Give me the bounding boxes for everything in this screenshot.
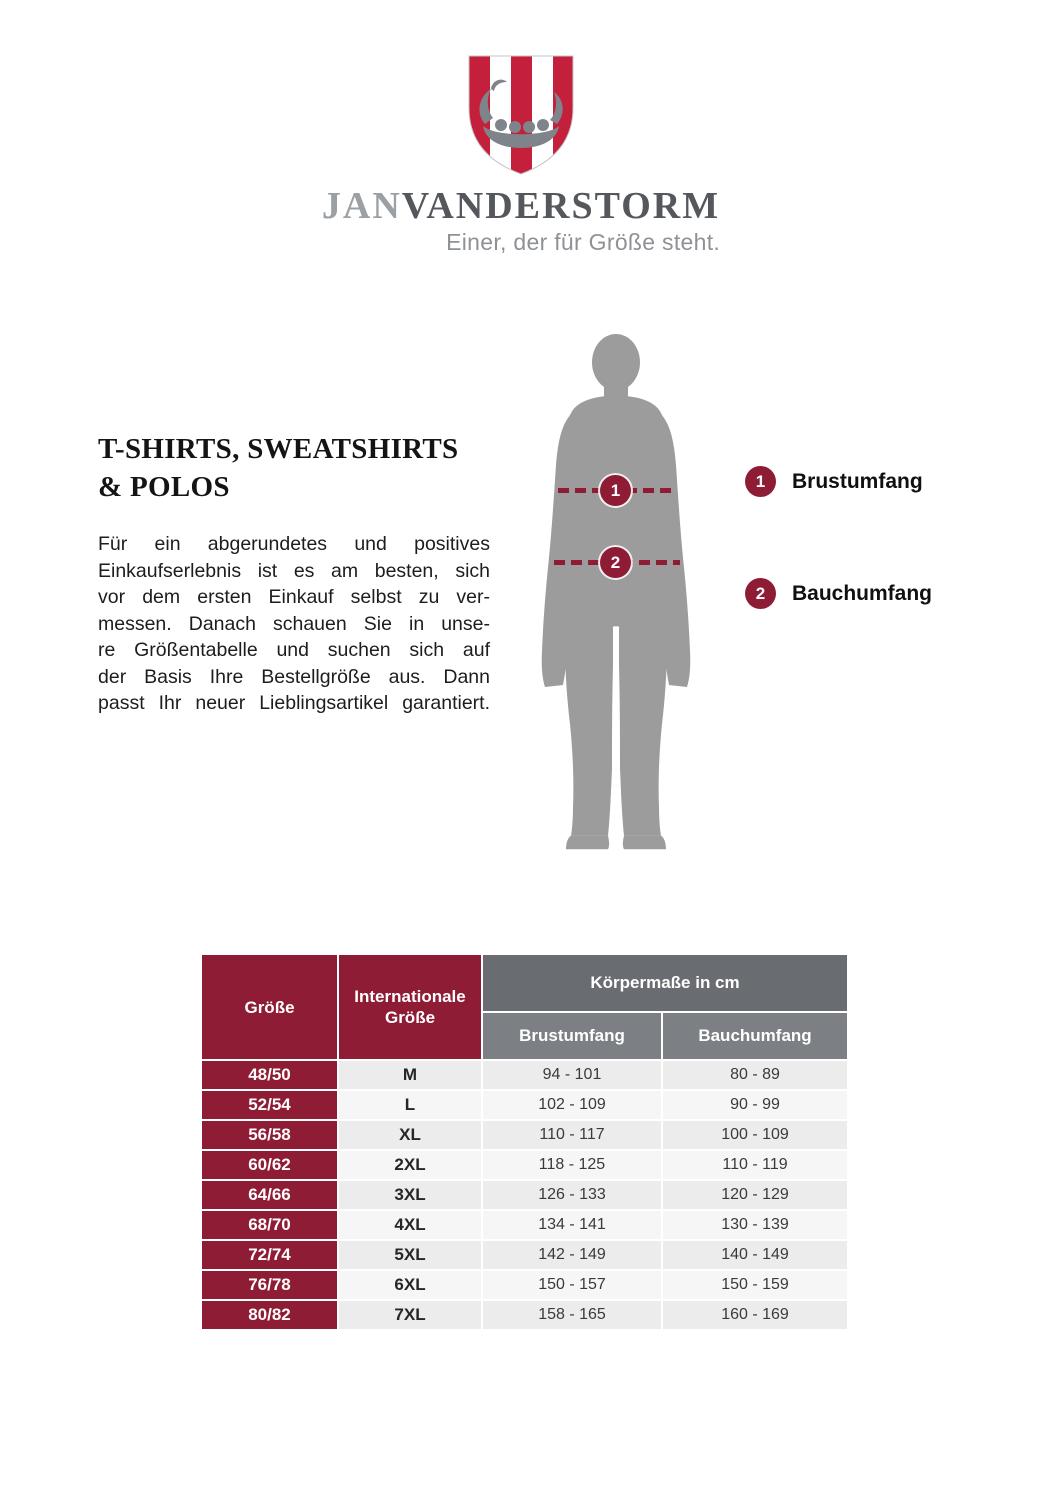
chest-range-cell: 134 - 141 [483,1211,661,1239]
chest-range-cell: 110 - 117 [483,1121,661,1149]
size-cell: 60/62 [202,1151,337,1179]
table-row: 48/50 M 94 - 101 80 - 89 [202,1061,847,1089]
waist-range-cell: 90 - 99 [663,1091,847,1119]
int-size-cell: 5XL [339,1241,481,1269]
waist-range-cell: 130 - 139 [663,1211,847,1239]
legend-item-brustumfang: 1 Brustumfang [745,466,923,497]
legend-label-brustumfang: Brustumfang [792,469,923,493]
chest-range-cell: 94 - 101 [483,1061,661,1089]
table-row: 52/54 L 102 - 109 90 - 99 [202,1091,847,1119]
int-size-cell: 7XL [339,1301,481,1329]
header-koerpermasse: Körpermaße in cm [483,955,847,1011]
chest-range-cell: 150 - 157 [483,1271,661,1299]
int-size-cell: XL [339,1121,481,1149]
table-row: 72/74 5XL 142 - 149 140 - 149 [202,1241,847,1269]
int-size-cell: 3XL [339,1181,481,1209]
brand-name-dark: VANDERSTORM [401,185,721,227]
waist-range-cell: 160 - 169 [663,1301,847,1329]
int-size-cell: 2XL [339,1151,481,1179]
brand-name-light: JAN [321,185,402,227]
int-size-cell: M [339,1061,481,1089]
size-table: Größe Internationale Größe Körpermaße in… [200,953,849,1331]
table-row: 56/58 XL 110 - 117 100 - 109 [202,1121,847,1149]
size-cell: 48/50 [202,1061,337,1089]
waist-range-cell: 120 - 129 [663,1181,847,1209]
chest-range-cell: 126 - 133 [483,1181,661,1209]
table-row: 76/78 6XL 150 - 157 150 - 159 [202,1271,847,1299]
header-internationale-groesse: Internationale Größe [339,955,481,1059]
brand-header: JANVANDERSTORM Einer, der für Größe steh… [0,52,1042,256]
viking-shield-logo-icon [468,55,574,175]
waist-range-cell: 110 - 119 [663,1151,847,1179]
table-row: 64/66 3XL 126 - 133 120 - 129 [202,1181,847,1209]
waist-range-cell: 100 - 109 [663,1121,847,1149]
legend-badge-1: 1 [745,466,776,497]
size-cell: 68/70 [202,1211,337,1239]
viking-ship-icon [479,79,563,148]
chest-marker-badge: 1 [600,475,631,506]
size-cell: 72/74 [202,1241,337,1269]
waist-range-cell: 80 - 89 [663,1061,847,1089]
brand-block: JANVANDERSTORM Einer, der für Größe steh… [322,186,720,256]
int-size-cell: L [339,1091,481,1119]
int-size-cell: 4XL [339,1211,481,1239]
chest-range-cell: 118 - 125 [483,1151,661,1179]
size-cell: 56/58 [202,1121,337,1149]
size-cell: 64/66 [202,1181,337,1209]
header-groesse: Größe [202,955,337,1059]
body-silhouette [541,333,691,850]
chest-range-cell: 102 - 109 [483,1091,661,1119]
header-brustumfang: Brustumfang [483,1013,661,1059]
legend-label-bauchumfang: Bauchumfang [792,581,933,605]
table-row: 80/82 7XL 158 - 165 160 - 169 [202,1301,847,1329]
chest-range-cell: 142 - 149 [483,1241,661,1269]
brand-tagline: Einer, der für Größe steht. [446,229,721,255]
chest-range-cell: 158 - 165 [483,1301,661,1329]
measurement-figure: 1 2 [516,333,716,861]
section-heading: T-SHIRTS, SWEATSHIRTS & POLOS [98,433,459,503]
size-cell: 80/82 [202,1301,337,1329]
table-row: 68/70 4XL 134 - 141 130 - 139 [202,1211,847,1239]
table-row: 60/62 2XL 118 - 125 110 - 119 [202,1151,847,1179]
waist-range-cell: 150 - 159 [663,1271,847,1299]
legend-badge-2: 2 [745,578,776,609]
size-cell: 52/54 [202,1091,337,1119]
header-bauchumfang: Bauchumfang [663,1013,847,1059]
waist-range-cell: 140 - 149 [663,1241,847,1269]
size-cell: 76/78 [202,1271,337,1299]
intro-paragraph: Für ein abgerundetes und positives Einka… [98,533,490,714]
int-size-cell: 6XL [339,1271,481,1299]
brand-name: JANVANDERSTORM [322,186,720,226]
waist-marker-badge: 2 [600,547,631,578]
legend-item-bauchumfang: 2 Bauchumfang [745,578,932,609]
